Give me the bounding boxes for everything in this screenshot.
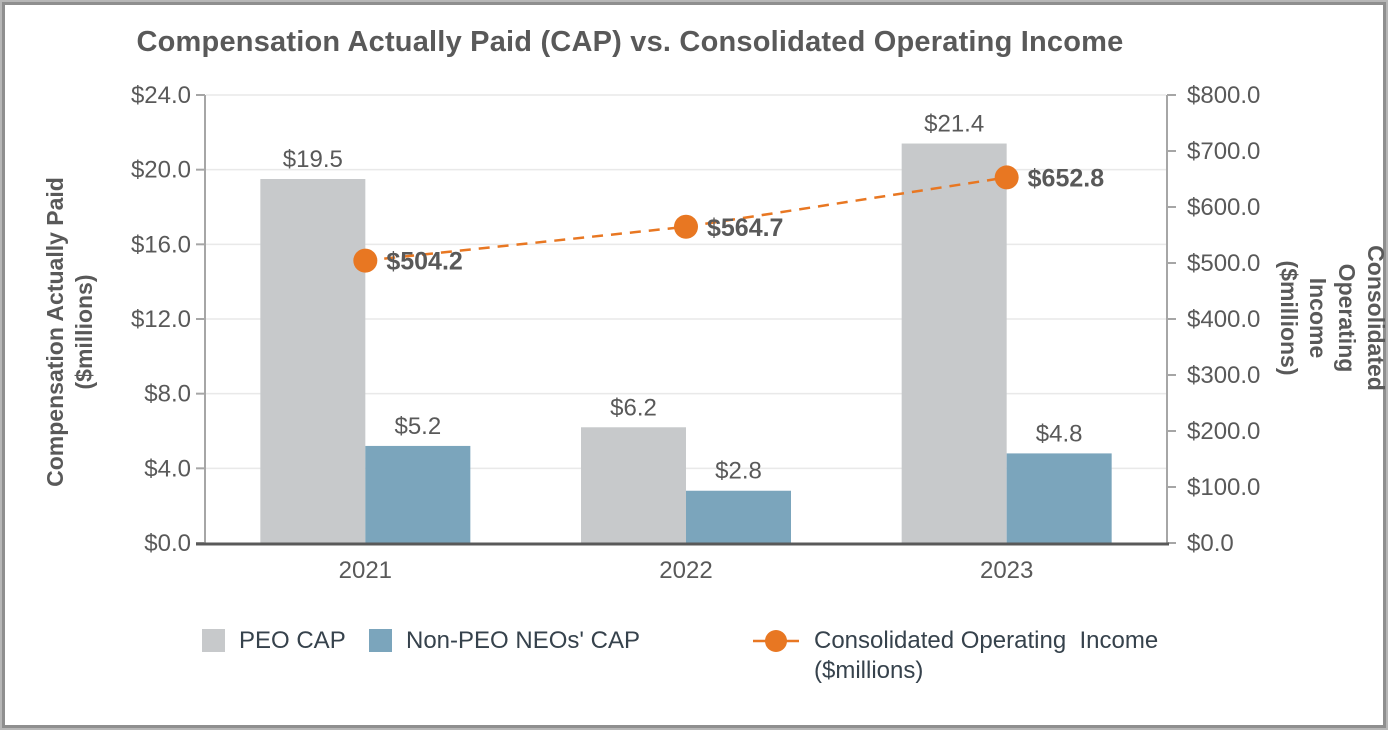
line-marker-2023 [994, 165, 1019, 190]
bar-non-peo-neos-cap-2023 [1006, 453, 1112, 543]
bar-data-label: $2.8 [715, 458, 762, 485]
peo-cap-swatch-icon [202, 629, 225, 652]
x-axis-category-label: 2023 [980, 557, 1033, 584]
legend-label-non-peo-neos-cap: Non-PEO NEOs' CAP [406, 627, 640, 654]
orange-line-marker-icon [753, 630, 799, 652]
right-axis-tick-label: $200.0 [1187, 418, 1260, 445]
right-axis-tick-label: $700.0 [1187, 138, 1260, 165]
line-marker-2021 [353, 248, 378, 273]
x-axis-category-label: 2021 [339, 557, 392, 584]
left-axis-tick-label: $16.0 [131, 231, 191, 258]
x-axis-category-label: 2022 [659, 557, 712, 584]
right-axis-tick-label: $300.0 [1187, 362, 1260, 389]
bar-data-label: $21.4 [924, 111, 984, 138]
non-peo-neos-cap-swatch-icon [369, 629, 392, 652]
right-axis-tick-label: $100.0 [1187, 474, 1260, 501]
left-axis-tick-label: $8.0 [144, 381, 191, 408]
left-axis-tick-label: $4.0 [144, 455, 191, 482]
legend-label-peo-cap: PEO CAP [239, 627, 346, 654]
bar-data-label: $5.2 [394, 413, 441, 440]
line-marker-2022 [674, 214, 698, 239]
chart-title: Compensation Actually Paid (CAP) vs. Con… [136, 26, 1124, 58]
legend-item-non-peo-neos-cap: Non-PEO NEOs' CAP [369, 626, 640, 656]
line-data-label: $504.2 [386, 248, 462, 276]
bar-peo-cap-2021 [260, 179, 366, 543]
legend-item-peo-cap: PEO CAP [202, 626, 346, 656]
right-axis-tick-label: $800.0 [1187, 82, 1260, 109]
left-axis-tick-label: $12.0 [131, 306, 191, 333]
bar-data-label: $19.5 [283, 146, 343, 173]
bar-non-peo-neos-cap-2022 [686, 490, 791, 543]
right-axis-tick-label: $0.0 [1187, 530, 1234, 557]
line-data-label: $652.8 [1028, 164, 1105, 192]
bar-non-peo-neos-cap-2021 [365, 445, 471, 543]
bar-peo-cap-2022 [581, 427, 686, 543]
bar-peo-cap-2023 [901, 143, 1007, 544]
right-axis-tick-label: $400.0 [1187, 306, 1260, 333]
legend-item-consolidated-operating-income: Consolidated Operating Income ($millions… [752, 626, 1158, 686]
right-axis-tick-label: $600.0 [1187, 194, 1260, 221]
left-axis-tick-label: $24.0 [131, 82, 191, 109]
legend-label-consolidated-operating-income: Consolidated Operating Income ($millions… [814, 627, 1159, 684]
line-data-label: $564.7 [707, 214, 783, 242]
left-axis-tick-label: $20.0 [131, 157, 191, 184]
left-axis-tick-label: $0.0 [144, 530, 191, 557]
right-axis-tick-label: $500.0 [1187, 250, 1260, 277]
bar-data-label: $4.8 [1036, 420, 1083, 447]
bar-data-label: $6.2 [610, 394, 657, 421]
operating-income-line [365, 176, 1007, 262]
